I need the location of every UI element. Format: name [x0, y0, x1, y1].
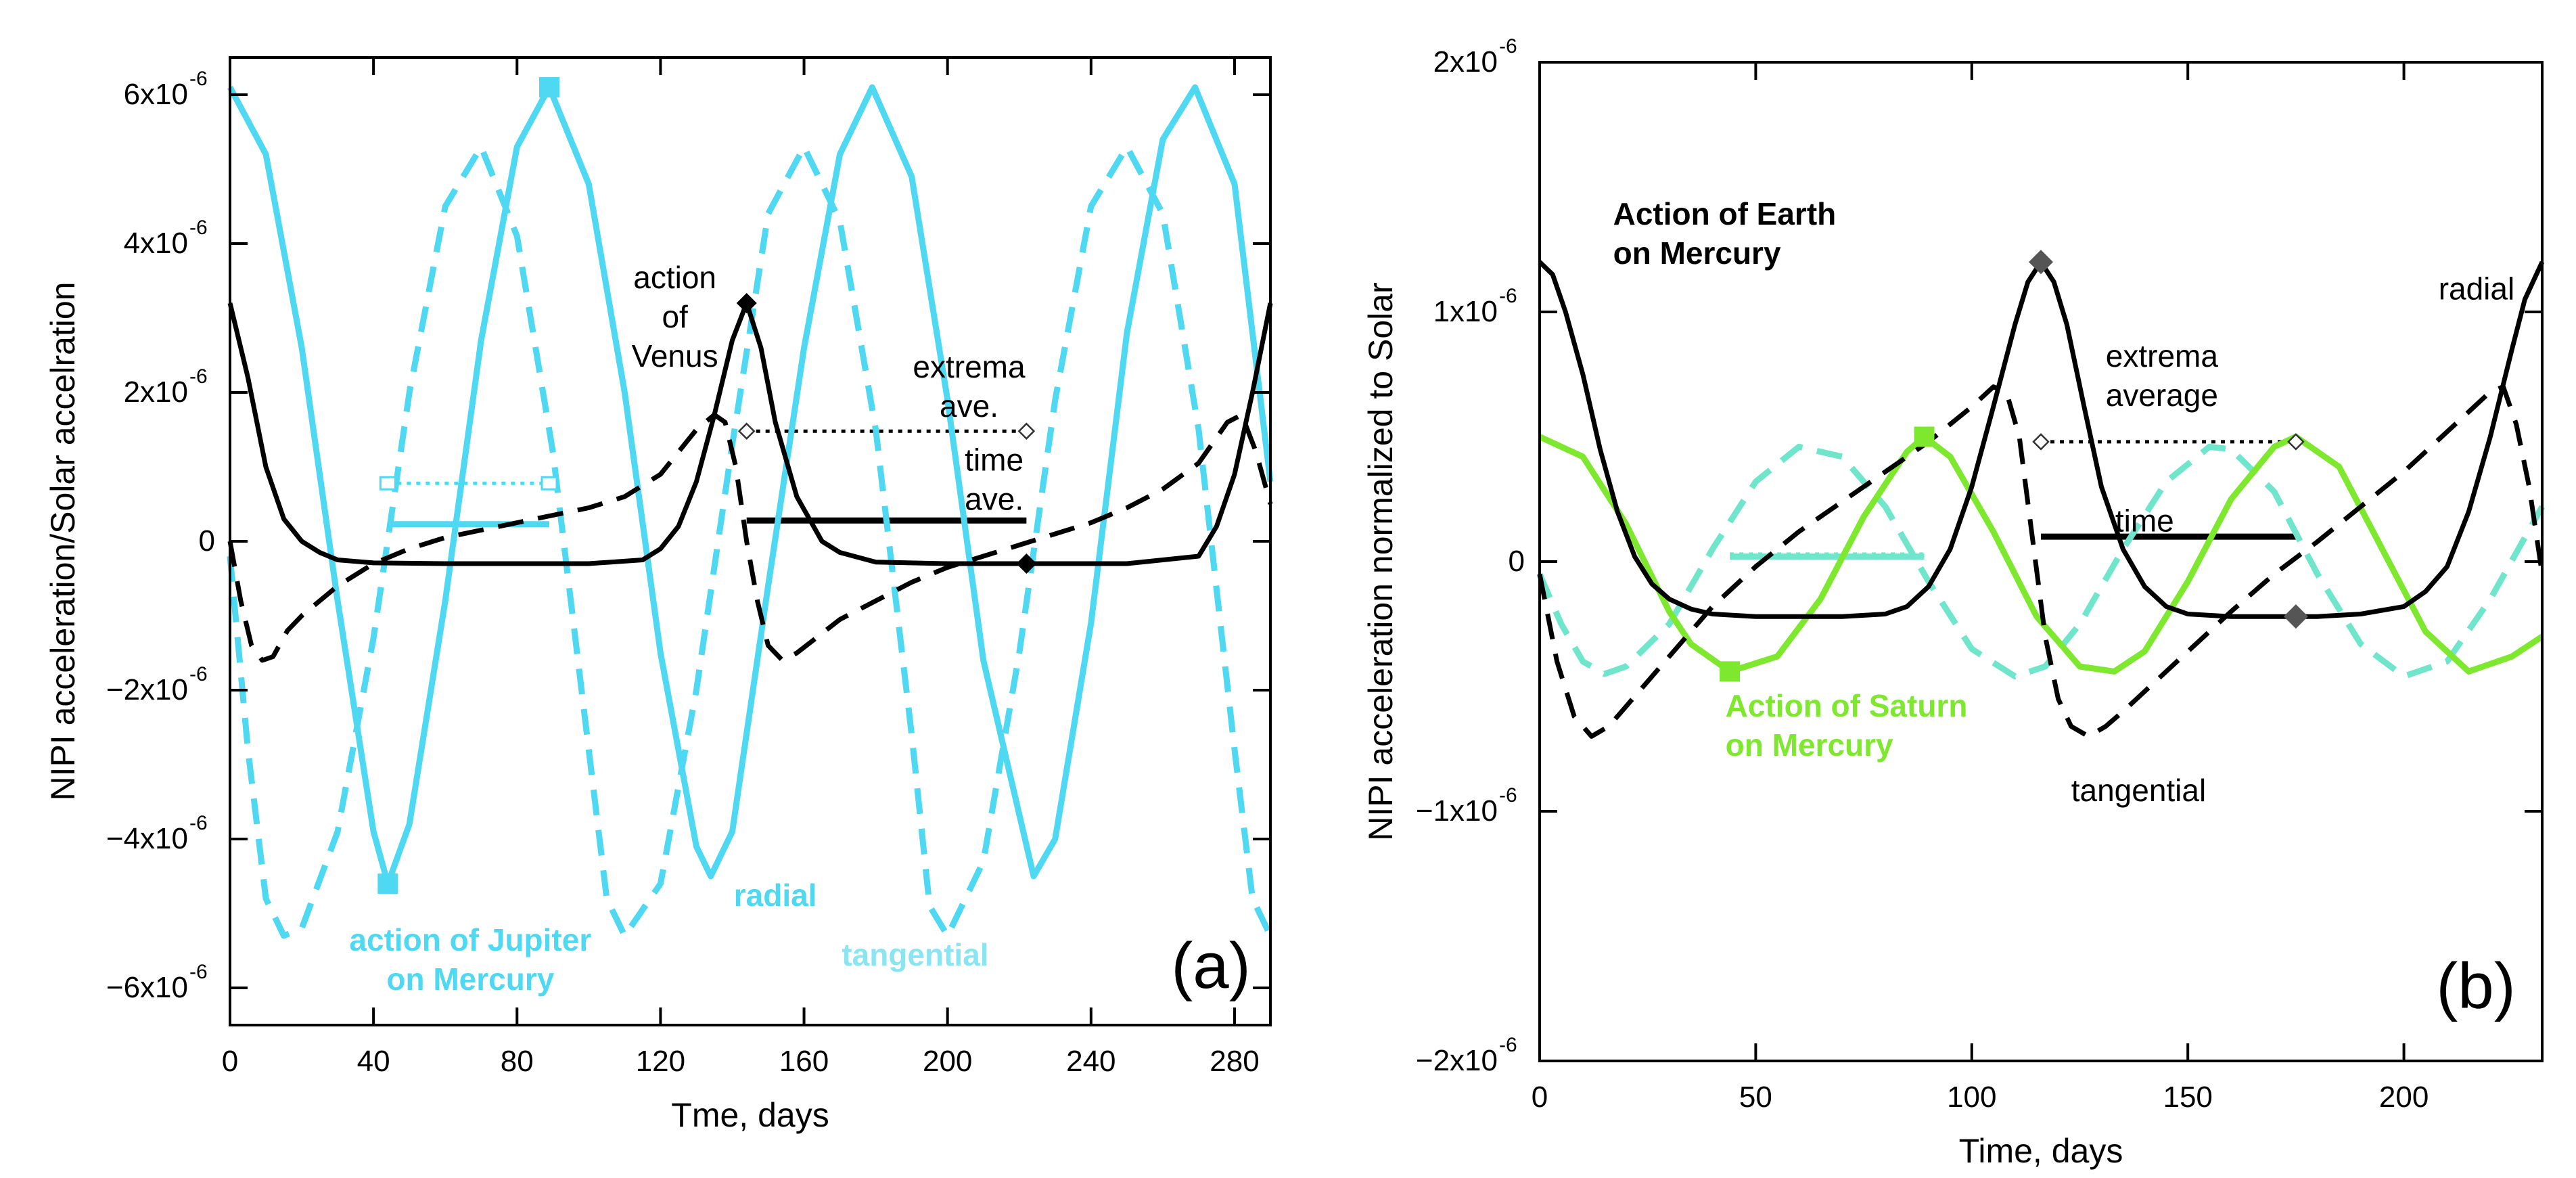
- panel-a-marker-square-0: [539, 77, 560, 97]
- panel-b-marker-square-1: [1720, 661, 1741, 682]
- panel-b-x-axis-label: Time, days: [1959, 1132, 2123, 1170]
- panel-b-marker-diamond-3: [2283, 604, 2308, 629]
- panel-b-y-tick-exponent: -6: [1499, 285, 1517, 307]
- panel-a-annotation-text: of: [662, 299, 688, 334]
- panel-a-x-tick-label: 280: [1210, 1045, 1259, 1078]
- panel-a-x-tick-label: 200: [923, 1045, 972, 1078]
- panel-b-annotation-text: time: [2115, 503, 2174, 539]
- panel-a-y-tick-label: −2x10: [106, 673, 188, 706]
- panel-a-venus-radial-series: [227, 300, 1273, 566]
- panel-b-annotation-text: on Mercury: [1613, 235, 1781, 271]
- panel-a-annotation-text: ave.: [965, 482, 1024, 517]
- panel-b-x-tick-label: 0: [1532, 1081, 1548, 1114]
- panel-a-marker-diamond-open-7: [1017, 422, 1036, 440]
- panel-b-annotation-text: on Mercury: [1726, 727, 1893, 763]
- panel-b-marker-diamond-open-4: [2032, 433, 2050, 451]
- panel-a-y-tick-exponent: -6: [189, 663, 208, 685]
- panel-a-y-tick-exponent: -6: [189, 365, 208, 388]
- panel-a-marker-square-1: [377, 874, 398, 894]
- panel-b-earth-radial-series: [1538, 259, 2545, 619]
- panel-a-y-tick-exponent: -6: [189, 961, 208, 983]
- panel-b-panel-label: (b): [2436, 950, 2515, 1022]
- panel-a-y-tick-label: 0: [199, 524, 215, 558]
- panel-b-y-tick-exponent: -6: [1499, 1034, 1517, 1056]
- panel-b-y-tick-label: −2x10: [1416, 1044, 1498, 1077]
- panel-a-annotation-text: radial: [734, 878, 817, 913]
- panel-b-x-tick-label: 100: [1947, 1081, 1996, 1114]
- panel-a-annotation-text: extrema: [913, 349, 1026, 384]
- panel-a-marker-diamond-2: [736, 293, 757, 313]
- panel-b-y-tick-label: 1x10: [1433, 295, 1498, 328]
- panel-a-annotation-text: Venus: [632, 338, 718, 373]
- panel-a-y-tick-label: 6x10: [124, 78, 188, 111]
- panel-a-x-tick-label: 0: [222, 1045, 238, 1078]
- panel-a-venus-tangential-series: [227, 412, 1273, 663]
- panel-b-saturn-tangential-series: [1536, 443, 2545, 680]
- panel-b-annotation-text: Action of Saturn: [1726, 688, 1968, 723]
- panel-a-annotation-text: action of Jupiter: [349, 922, 591, 957]
- panel-b-x-tick-label: 50: [1739, 1081, 1772, 1114]
- panel-b-annotation-text: tangential: [2071, 773, 2207, 808]
- panel-b-y-tick-label: −1x10: [1416, 794, 1498, 828]
- panel-a-y-tick-exponent: -6: [189, 68, 208, 90]
- panel-b-x-tick-label: 150: [2163, 1081, 2212, 1114]
- panel-b-annotation-text: average: [2106, 378, 2218, 413]
- panel-a-x-tick-label: 120: [636, 1045, 685, 1078]
- panel-a-y-tick-label: 2x10: [124, 376, 188, 409]
- panel-b-marker-diamond-open-5: [2287, 433, 2305, 451]
- panel-a-y-tick-exponent: -6: [189, 812, 208, 834]
- panel-b-plot-lines: [1536, 250, 2545, 739]
- panel-b-saturn-radial-series: [1538, 434, 2544, 675]
- panel-a-x-tick-label: 160: [779, 1045, 829, 1078]
- panel-a-jupiter-tangential-series: [227, 143, 1274, 939]
- panel-a-x-tick-label: 240: [1066, 1045, 1116, 1078]
- panel-a-x-axis-label: Tme, days: [671, 1096, 829, 1134]
- panel-a-marker-square-open-5: [540, 476, 558, 491]
- panel-b-marker-square-0: [1914, 426, 1935, 447]
- panel-b-earth-tangential-series: [1537, 384, 2545, 739]
- panel-a-y-tick-exponent: -6: [189, 217, 208, 239]
- panel-a-marker-diamond-3: [1016, 553, 1037, 574]
- panel-a-marker-diamond-open-6: [737, 422, 756, 440]
- panel-a-x-tick-label: 40: [357, 1045, 390, 1078]
- panel-b-annotation-text: radial: [2439, 271, 2515, 307]
- panel-a-y-tick-label: −6x10: [106, 971, 188, 1004]
- panel-a-annotation-text: time: [965, 443, 1024, 478]
- panel-a-annotation-text: tangential: [842, 937, 988, 972]
- panel-a-y-tick-label: −4x10: [106, 822, 188, 855]
- panel-a-marker-square-open-4: [379, 476, 396, 491]
- panel-b-y-axis-label: NIPI acceleration normalized to Solar: [1362, 282, 1400, 840]
- panel-a-y-tick-label: 4x10: [124, 227, 188, 260]
- panel-b-annotation-text: Action of Earth: [1613, 196, 1837, 231]
- panel-a-panel-label: (a): [1171, 930, 1250, 1002]
- panel-a-annotation-text: on Mercury: [386, 961, 554, 997]
- panel-b-marker-diamond-2: [2029, 250, 2053, 275]
- panel-b-y-tick-label: 0: [1509, 545, 1525, 578]
- panel-b-x-tick-label: 200: [2379, 1081, 2429, 1114]
- panel-a-y-axis-label: NIPI acceleration/Solar accelration: [44, 281, 82, 800]
- panel-a-annotation-text: action: [633, 260, 716, 295]
- panel-b-y-tick-exponent: -6: [1499, 784, 1517, 807]
- panel-b-y-tick-label: 2x10: [1433, 45, 1498, 78]
- panel-b-y-tick-exponent: -6: [1499, 35, 1517, 58]
- panel-a-annotation-text: ave.: [940, 388, 998, 424]
- panel-b-annotation-text: extrema: [2106, 338, 2219, 373]
- panel-a-plot-lines: [227, 77, 1274, 939]
- panel-a-x-tick-label: 80: [501, 1045, 534, 1078]
